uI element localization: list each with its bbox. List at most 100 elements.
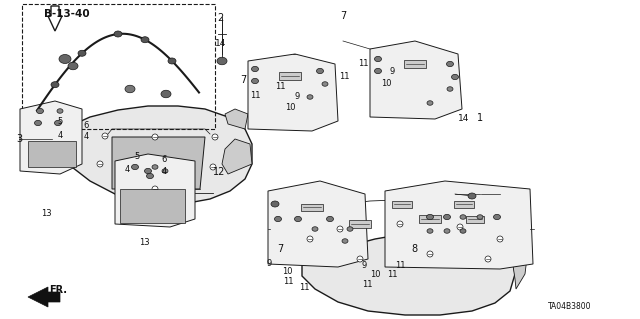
Polygon shape [404, 60, 426, 68]
Text: 9: 9 [266, 259, 271, 268]
Text: 4: 4 [58, 131, 63, 140]
Text: 10: 10 [381, 79, 391, 88]
Ellipse shape [271, 201, 279, 207]
Text: 7: 7 [240, 75, 246, 85]
Text: 10: 10 [282, 267, 292, 276]
Polygon shape [222, 139, 252, 174]
Text: 14: 14 [215, 39, 227, 48]
Text: TA04B3800: TA04B3800 [548, 302, 591, 311]
Circle shape [307, 236, 313, 242]
Ellipse shape [54, 120, 61, 126]
Ellipse shape [317, 68, 323, 74]
Circle shape [152, 134, 158, 140]
Text: 9: 9 [389, 67, 394, 76]
Ellipse shape [326, 216, 333, 222]
Text: 11: 11 [358, 59, 369, 68]
Polygon shape [268, 181, 368, 267]
Ellipse shape [460, 215, 466, 219]
Polygon shape [419, 215, 441, 223]
Ellipse shape [294, 216, 301, 222]
Ellipse shape [152, 165, 158, 169]
Ellipse shape [468, 193, 476, 199]
Ellipse shape [427, 229, 433, 233]
Text: 7: 7 [340, 11, 347, 21]
Text: 4: 4 [83, 132, 88, 141]
Text: 11: 11 [250, 91, 260, 100]
Ellipse shape [427, 101, 433, 105]
Text: 4: 4 [125, 165, 130, 174]
Circle shape [397, 221, 403, 227]
Ellipse shape [493, 214, 500, 219]
Ellipse shape [78, 50, 86, 56]
Circle shape [212, 134, 218, 140]
Circle shape [457, 224, 463, 230]
Ellipse shape [68, 62, 78, 70]
Text: 11: 11 [339, 72, 349, 81]
Ellipse shape [125, 85, 135, 93]
Circle shape [102, 133, 108, 139]
Polygon shape [370, 41, 462, 119]
Circle shape [210, 164, 216, 170]
Polygon shape [279, 72, 301, 80]
Text: 6: 6 [83, 121, 88, 130]
Polygon shape [225, 109, 248, 129]
Text: B-13-40: B-13-40 [44, 9, 89, 19]
Ellipse shape [444, 214, 451, 219]
Text: 5: 5 [58, 117, 63, 126]
Ellipse shape [477, 215, 483, 219]
Ellipse shape [342, 239, 348, 243]
Text: 1: 1 [477, 113, 483, 123]
Polygon shape [392, 201, 412, 207]
Circle shape [337, 226, 343, 232]
Ellipse shape [275, 216, 282, 222]
Text: 6: 6 [161, 155, 166, 164]
Polygon shape [301, 204, 323, 211]
Text: 2: 2 [218, 12, 224, 23]
Polygon shape [505, 224, 528, 289]
Ellipse shape [57, 109, 63, 113]
Polygon shape [20, 101, 82, 174]
Text: 13: 13 [140, 238, 150, 247]
Text: 11: 11 [387, 271, 397, 279]
Polygon shape [454, 201, 474, 207]
Polygon shape [28, 287, 60, 307]
Ellipse shape [59, 55, 71, 63]
Ellipse shape [162, 169, 168, 173]
Ellipse shape [426, 214, 433, 219]
Circle shape [152, 186, 158, 192]
Circle shape [357, 256, 363, 262]
Polygon shape [466, 216, 484, 222]
Text: 4: 4 [161, 167, 166, 176]
Text: 13: 13 [42, 209, 52, 218]
Text: 11: 11 [362, 280, 372, 289]
Text: FR.: FR. [49, 285, 67, 295]
Ellipse shape [252, 66, 259, 72]
Text: 5: 5 [134, 152, 140, 161]
Circle shape [497, 236, 503, 242]
Ellipse shape [35, 120, 42, 126]
Polygon shape [115, 154, 195, 227]
Text: 11: 11 [275, 82, 285, 91]
Circle shape [427, 251, 433, 257]
Text: 12: 12 [213, 167, 225, 177]
Ellipse shape [252, 78, 259, 84]
Text: 14: 14 [458, 114, 469, 122]
Ellipse shape [51, 82, 59, 88]
Polygon shape [248, 54, 338, 131]
Ellipse shape [451, 74, 458, 80]
Ellipse shape [168, 58, 176, 64]
Circle shape [97, 161, 103, 167]
Circle shape [485, 256, 491, 262]
Ellipse shape [374, 68, 381, 74]
Ellipse shape [312, 227, 318, 231]
Text: 9: 9 [362, 261, 367, 270]
Ellipse shape [347, 227, 353, 231]
Ellipse shape [322, 82, 328, 86]
Ellipse shape [444, 229, 450, 233]
Polygon shape [349, 220, 371, 228]
Text: 11: 11 [396, 261, 406, 270]
Polygon shape [52, 106, 252, 204]
Text: 11: 11 [284, 277, 294, 286]
Text: 7: 7 [277, 244, 284, 255]
Ellipse shape [131, 164, 138, 170]
